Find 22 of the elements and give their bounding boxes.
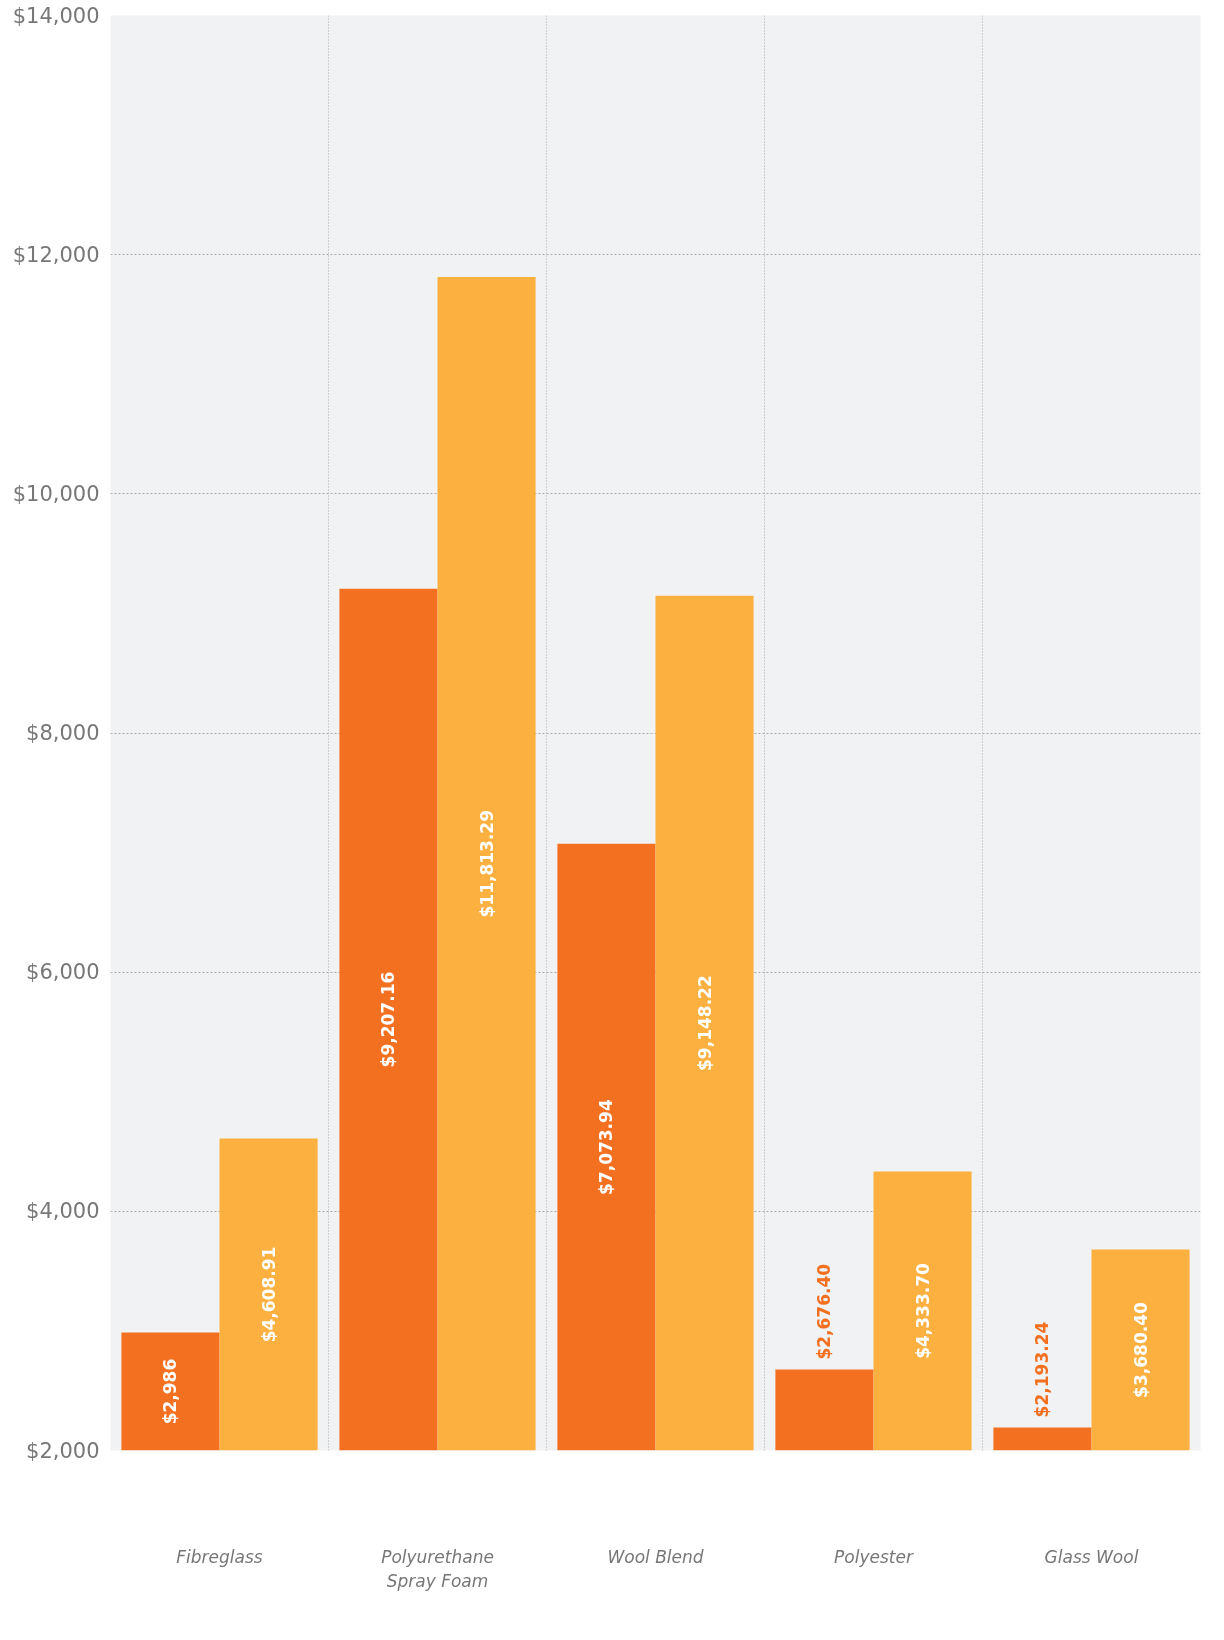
y-tick-label: $2,000 (26, 1438, 100, 1463)
y-tick-label: $4,000 (26, 1199, 100, 1224)
text: $2,676.40 (814, 1263, 835, 1360)
text: $2,986 (160, 1358, 181, 1425)
text: $4,333.70 (912, 1263, 933, 1359)
y-tick-label: $8,000 (26, 721, 100, 745)
text: $7,073.94 (596, 1099, 617, 1195)
x-tick-label: Polyurethane Spray Foam (381, 1546, 494, 1591)
text: $4,608.91 (258, 1246, 279, 1343)
x-tick-label: Polyester (834, 1546, 914, 1567)
x-tick-label: Glass Wool (1044, 1546, 1139, 1567)
text: $9,148.22 (694, 975, 715, 1071)
y-tick-label: $6,000 (26, 960, 100, 985)
text: $11,813.29 (476, 809, 497, 918)
y-tick-label: $10,000 (12, 481, 100, 506)
text: $9,207.16 (378, 971, 399, 1068)
text: $3,680.40 (1130, 1302, 1151, 1398)
text: $2,193.24 (1032, 1321, 1053, 1418)
x-tick-label: Fibreglass (176, 1546, 263, 1567)
y-tick-label: $14,000 (12, 3, 100, 28)
y-tick-label: $12,000 (12, 242, 100, 267)
x-tick-label: Wool Blend (607, 1546, 704, 1567)
